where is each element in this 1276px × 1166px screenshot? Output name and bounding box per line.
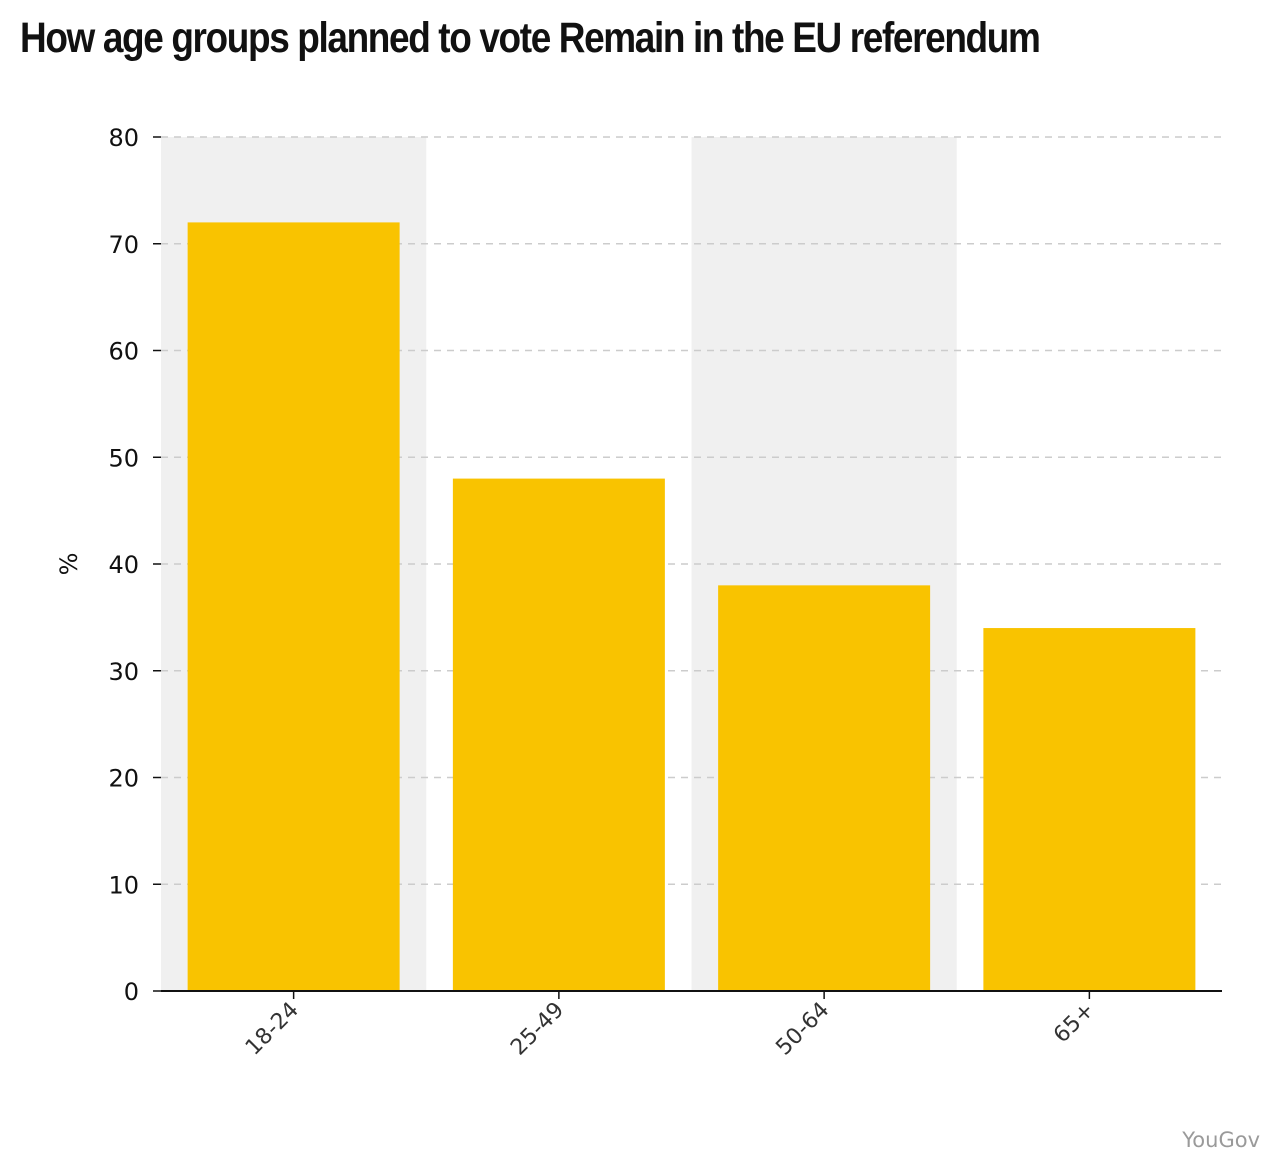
y-tick-label: 0	[124, 978, 139, 1006]
source-label: YouGov	[1182, 1128, 1260, 1152]
y-tick-label: 60	[108, 338, 139, 366]
bar-25-49	[452, 478, 665, 992]
bar-50-64	[718, 585, 931, 991]
x-tick-label: 65+	[1049, 998, 1100, 1049]
y-tick-label: 30	[108, 658, 139, 686]
x-axis-ticks: 18-24 25-49 50-64 65+	[241, 991, 1100, 1060]
y-tick-label: 70	[108, 231, 139, 259]
y-tick-label: 80	[108, 124, 139, 152]
bars	[187, 222, 1196, 992]
y-tick-label: 20	[108, 765, 139, 793]
y-axis-ticks: 0 10 20 30 40 50 60 70 80	[108, 124, 161, 1006]
x-tick-label: 50-64	[771, 998, 834, 1061]
y-tick-label: 10	[108, 871, 139, 899]
x-tick-label: 18-24	[241, 998, 304, 1061]
y-axis-label: %	[55, 553, 83, 576]
x-tick-label: 25-49	[506, 998, 569, 1061]
bar-18-24	[187, 222, 400, 991]
y-tick-label: 40	[108, 551, 139, 579]
chart-title: How age groups planned to vote Remain in…	[20, 14, 1041, 62]
y-tick-label: 50	[108, 444, 139, 472]
bar-65+	[983, 628, 1196, 991]
